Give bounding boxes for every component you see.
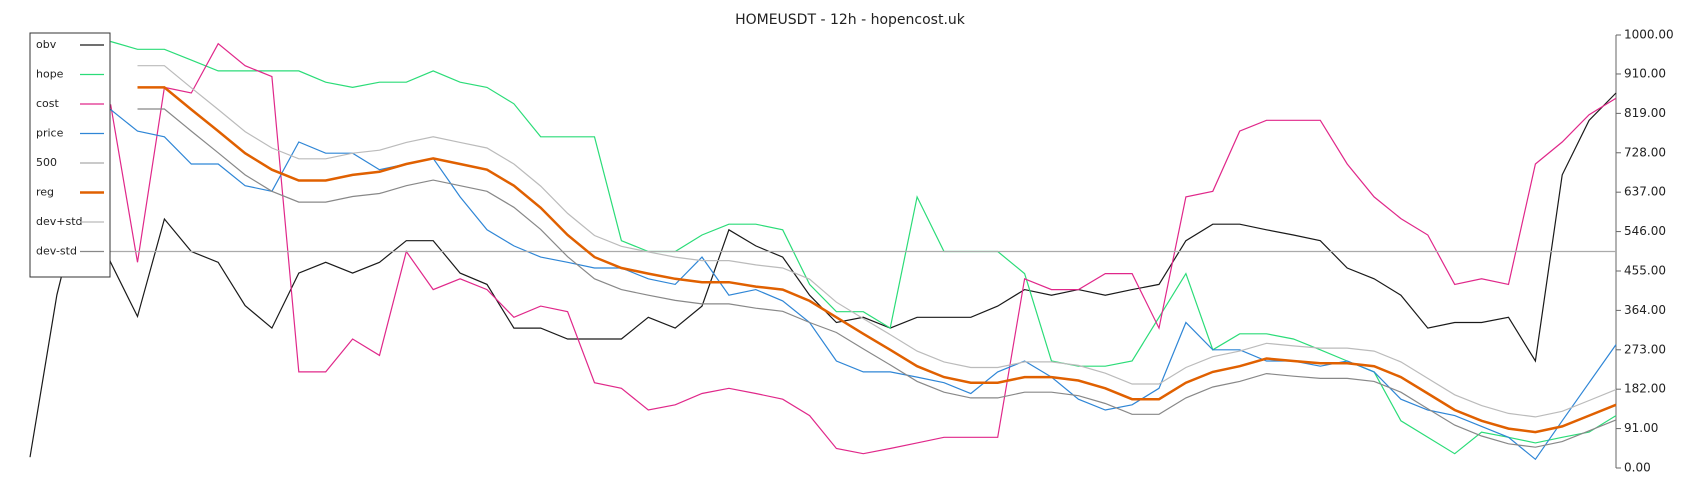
y-tick-label: 728.00 <box>1624 145 1666 159</box>
series-line <box>137 86 1617 434</box>
legend-label: reg <box>36 186 54 199</box>
legend-label: dev-std <box>36 245 77 258</box>
y-tick-label: 182.00 <box>1624 382 1666 396</box>
y-tick-label: 546.00 <box>1624 224 1666 238</box>
series-line <box>110 42 1617 455</box>
y-tick-label: 0.00 <box>1624 461 1651 475</box>
legend: obv hope cost price 500 reg dev+std dev-std <box>29 32 111 278</box>
y-tick-label: 91.00 <box>1624 421 1658 435</box>
y-tick-label: 637.00 <box>1624 185 1666 199</box>
y-tick-label: 1000.00 <box>1624 28 1674 42</box>
series-line <box>137 65 1617 418</box>
legend-label: price <box>36 127 64 140</box>
y-tick-label: 910.00 <box>1624 66 1666 80</box>
legend-label: cost <box>36 97 60 110</box>
legend-box <box>29 32 111 278</box>
y-tick-label: 455.00 <box>1624 263 1666 277</box>
legend-label: obv <box>36 38 57 51</box>
series-line <box>137 108 1617 448</box>
y-tick-label: 819.00 <box>1624 106 1666 120</box>
series-line <box>29 92 1617 458</box>
series-line <box>83 103 1617 461</box>
y-tick-label: 364.00 <box>1624 303 1666 317</box>
y-tick-label: 273.00 <box>1624 342 1666 356</box>
chart-title: HOMEUSDT - 12h - hopencost.uk <box>735 12 966 28</box>
legend-label: 500 <box>36 156 57 169</box>
series-line <box>110 40 1617 455</box>
legend-label: dev+std <box>36 215 83 228</box>
legend-label: hope <box>36 68 64 81</box>
